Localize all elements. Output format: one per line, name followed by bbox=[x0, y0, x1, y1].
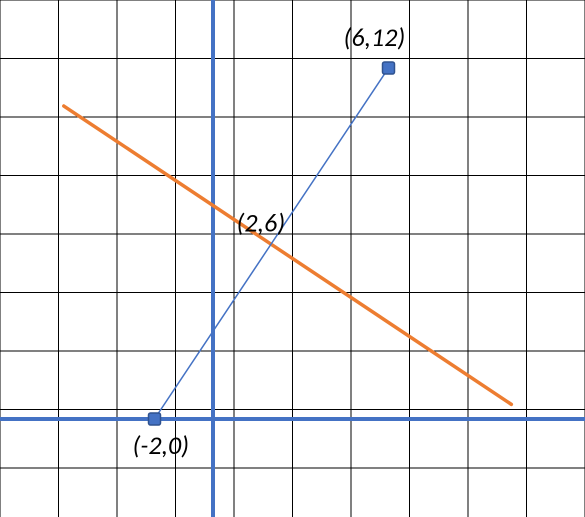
point-marker bbox=[383, 62, 395, 74]
blue-segment bbox=[155, 68, 389, 419]
point-label: (2,6) bbox=[237, 207, 286, 239]
point-marker bbox=[149, 413, 161, 425]
point-label: (6,12) bbox=[344, 21, 406, 53]
orange-perpendicular-line bbox=[64, 106, 512, 404]
coordinate-plane-chart: (-2,0) (6,12) (2,6) bbox=[0, 0, 585, 517]
point-label: (-2,0) bbox=[133, 429, 190, 461]
